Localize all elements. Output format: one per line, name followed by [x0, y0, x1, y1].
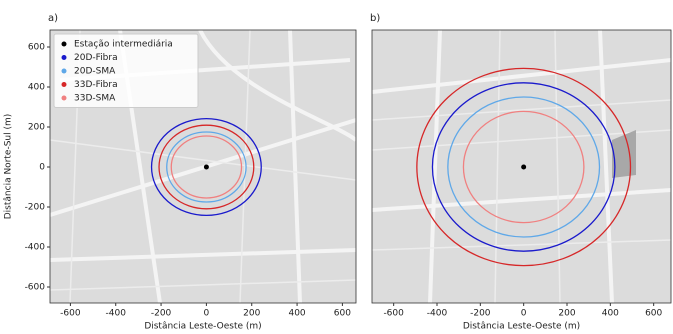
x-tick-label: -200 [151, 309, 172, 319]
x-tick-label: 0 [521, 309, 527, 319]
x-tick-label: 200 [558, 309, 575, 319]
y-tick-label: 0 [39, 163, 45, 173]
x-tick-label: -400 [427, 309, 448, 319]
x-tick-label: 0 [204, 309, 210, 319]
x-tick-label: -600 [60, 309, 81, 319]
x-axis-label: Distância Leste-Oeste (m) [144, 322, 261, 332]
y-tick-label: -400 [25, 243, 46, 253]
legend-label: 33D-Fibra [74, 80, 118, 90]
x-tick-label: -200 [470, 309, 491, 319]
y-tick-label: 600 [28, 43, 45, 53]
x-tick-label: 600 [334, 309, 351, 319]
legend-label: 33D-SMA [74, 94, 116, 104]
legend-marker [62, 55, 67, 60]
legend-label: Estação intermediária [74, 40, 173, 50]
y-tick-label: 400 [28, 83, 45, 93]
x-tick-label: 400 [288, 309, 305, 319]
chart: a) -600 -400 -200 0 200 400 600 -600 -400 -200 0 200… [0, 0, 673, 334]
station-point [521, 165, 526, 170]
legend-marker [62, 42, 67, 47]
y-tick-label: -600 [25, 283, 46, 293]
y-axis-label: Distância Norte-Sul (m) [4, 114, 14, 220]
x-tick-label: 400 [602, 309, 619, 319]
x-axis-label: Distância Leste-Oeste (m) [463, 322, 580, 332]
legend-label: 20D-SMA [74, 67, 116, 77]
legend-label: 20D-Fibra [74, 53, 118, 63]
x-tick-label: -600 [383, 309, 404, 319]
panel-title: a) [48, 13, 58, 24]
y-tick-label: -200 [25, 203, 46, 213]
station-point [204, 165, 209, 170]
legend-marker [62, 82, 67, 87]
legend-marker [62, 69, 67, 74]
y-tick-label: 200 [28, 123, 45, 133]
panel-title: b) [370, 13, 380, 24]
x-tick-label: 200 [243, 309, 260, 319]
x-tick-label: 600 [645, 309, 662, 319]
legend-marker [62, 96, 67, 101]
x-tick-label: -400 [106, 309, 127, 319]
